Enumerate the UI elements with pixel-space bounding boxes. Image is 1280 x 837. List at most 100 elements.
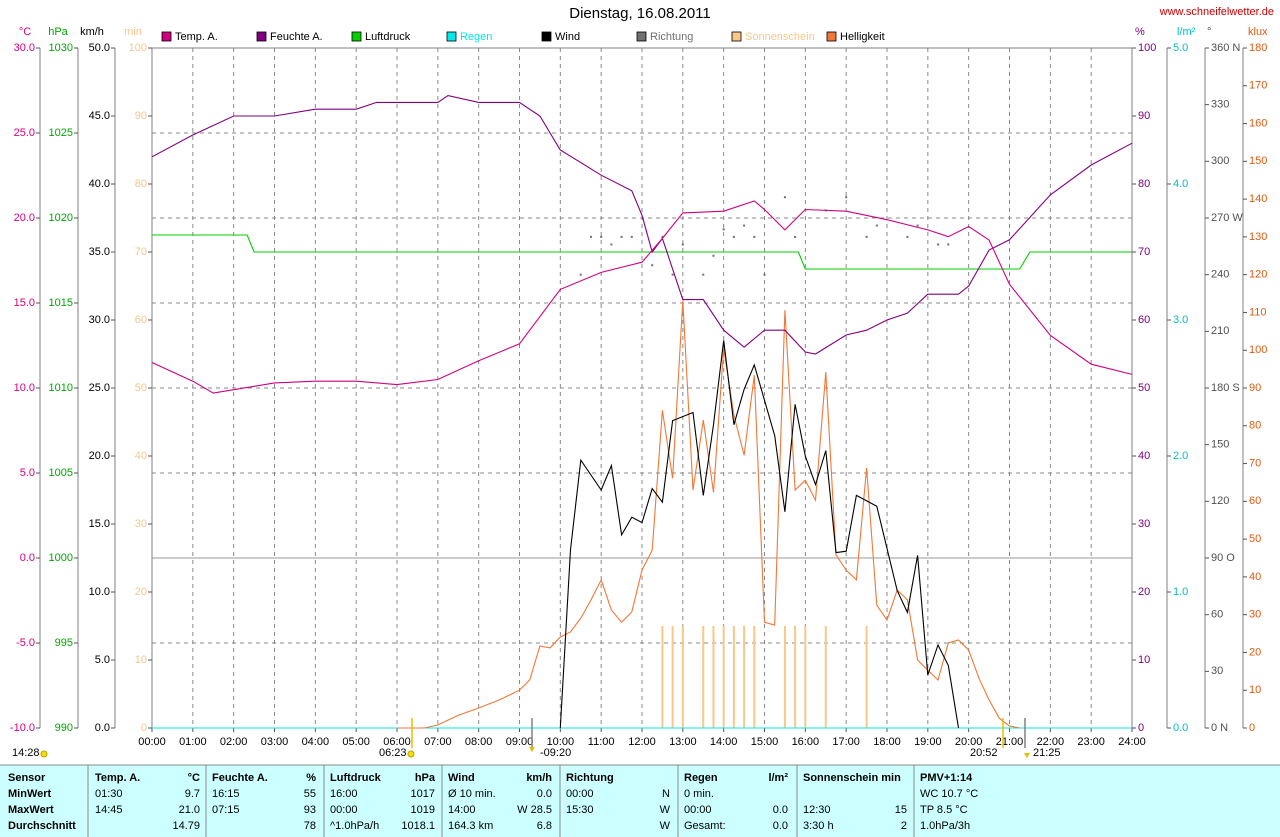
table-cell: 0.0	[537, 788, 552, 800]
table-cell: 01:30	[95, 788, 123, 800]
y-tick-label: 120	[1249, 269, 1267, 281]
table-cell: 9.7	[185, 788, 200, 800]
direction-dot	[630, 235, 633, 238]
y-tick-label: 5.0	[1173, 42, 1188, 54]
direction-dot	[906, 235, 909, 238]
legend-swatch	[161, 31, 172, 42]
legend-swatch	[636, 31, 647, 42]
y-tick-label: 70	[1249, 457, 1261, 469]
y-tick-label: 15.0	[89, 518, 110, 530]
y-tick-label: 1015	[49, 297, 73, 309]
direction-dot	[794, 235, 797, 238]
y-tick-label: 25.0	[89, 382, 110, 394]
y-tick-label: 110	[1249, 306, 1267, 318]
annotation: 14:28	[12, 747, 40, 759]
y-tick-label: 360 N	[1211, 42, 1240, 54]
table-cell: ^1.0hPa/h	[330, 820, 379, 832]
table-header: Temp. A.	[95, 772, 140, 784]
table-header: l/m²	[768, 772, 788, 784]
y-tick-label: 40	[1138, 450, 1150, 462]
y-tick-label: 0	[1249, 722, 1255, 734]
table-cell: 93	[304, 804, 316, 816]
table-cell: Ø 10 min.	[448, 788, 496, 800]
table-cell: 55	[304, 788, 316, 800]
y-tick-label: 35.0	[89, 246, 110, 258]
y-tick-label: 150	[1249, 155, 1267, 167]
axis-unit: l/m²	[1177, 26, 1196, 38]
y-tick-label: 70	[135, 246, 147, 258]
y-tick-label: 1030	[49, 42, 73, 54]
x-tick-label: 12:00	[628, 736, 656, 748]
y-tick-label: 30	[1211, 665, 1223, 677]
y-tick-label: 1005	[49, 467, 73, 479]
x-tick-label: 04:00	[302, 736, 330, 748]
direction-dot	[763, 273, 766, 276]
legend-label: Feuchte A.	[270, 31, 323, 43]
axis-unit: °C	[19, 26, 31, 38]
direction-dot	[610, 243, 613, 246]
table-cell: TP 8.5 °C	[920, 804, 968, 816]
y-tick-label: 1025	[49, 127, 73, 139]
table-row-label: MinWert	[8, 788, 52, 800]
sun-icon	[40, 750, 48, 758]
y-tick-label: 15.0	[14, 297, 35, 309]
y-tick-label: 50	[1138, 382, 1150, 394]
y-tick-label: 90	[1138, 110, 1150, 122]
y-tick-label: 50	[1249, 533, 1261, 545]
table-cell: 3:30 h	[803, 820, 834, 832]
table-cell: 14:45	[95, 804, 123, 816]
table-header: Sonnenschein min	[803, 772, 901, 784]
direction-dot	[783, 196, 786, 199]
y-tick-label: 20	[1138, 586, 1150, 598]
y-tick-label: 40.0	[89, 178, 110, 190]
table-cell: 16:00	[330, 788, 358, 800]
x-tick-label: 11:00	[588, 736, 615, 748]
table-cell: 07:15	[212, 804, 240, 816]
x-tick-label: 18:00	[873, 736, 901, 748]
y-tick-label: 0.0	[1173, 722, 1188, 734]
legend-label: Luftdruck	[365, 31, 411, 43]
y-tick-label: 4.0	[1173, 178, 1188, 190]
y-tick-label: 30	[135, 518, 147, 530]
x-tick-label: 09:00	[506, 736, 534, 748]
y-tick-label: 10	[1249, 684, 1261, 696]
legend-swatch	[256, 31, 267, 42]
table-cell: 2	[901, 820, 907, 832]
table-background	[0, 765, 1280, 837]
table-header: Regen	[684, 772, 718, 784]
y-tick-label: 25.0	[14, 127, 35, 139]
y-tick-label: -10.0	[10, 722, 35, 734]
direction-dot	[651, 264, 654, 267]
y-tick-label: 60	[135, 314, 147, 326]
y-tick-label: 100	[1249, 344, 1267, 356]
y-tick-label: 5.0	[20, 467, 35, 479]
series-line	[559, 340, 960, 729]
y-tick-label: 30.0	[89, 314, 110, 326]
legend-swatch	[446, 31, 457, 42]
y-tick-label: 60	[1249, 495, 1261, 507]
y-tick-label: 0.0	[95, 722, 110, 734]
table-cell: 16:15	[212, 788, 240, 800]
table-header: PMV+1:14	[920, 772, 973, 784]
table-header: °C	[188, 772, 200, 784]
y-tick-label: 5.0	[95, 654, 110, 666]
legend-swatch	[351, 31, 362, 42]
table-cell: 00:00	[566, 788, 594, 800]
y-tick-label: 90	[135, 110, 147, 122]
table-header: hPa	[415, 772, 436, 784]
direction-dot	[947, 243, 950, 246]
annotation: 20:52	[970, 747, 998, 759]
table-cell: 1019	[411, 804, 435, 816]
source: www.schneifelwetter.de	[1159, 6, 1274, 18]
x-tick-label: 08:00	[465, 736, 493, 748]
axis-unit: min	[124, 26, 142, 38]
y-tick-label: 40	[1249, 571, 1261, 583]
y-tick-label: 10.0	[14, 382, 35, 394]
y-tick-label: 100	[1138, 42, 1156, 54]
y-tick-label: 90 O	[1211, 552, 1235, 564]
table-cell: 78	[304, 820, 316, 832]
sun-arrow	[529, 747, 535, 752]
y-tick-label: 60	[1138, 314, 1150, 326]
y-tick-label: 20	[135, 586, 147, 598]
